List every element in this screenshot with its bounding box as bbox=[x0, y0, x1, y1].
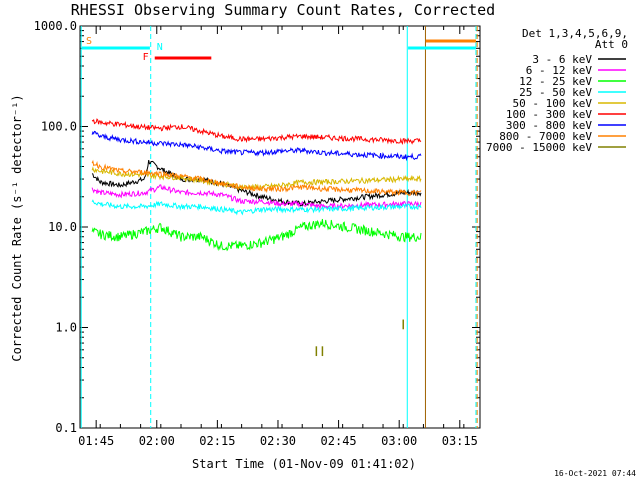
legend-entry: 3 - 6 keV bbox=[532, 53, 592, 66]
x-tick-label: 01:45 bbox=[78, 434, 114, 448]
legend-entry: 25 - 50 keV bbox=[519, 86, 592, 99]
x-tick-label: 02:45 bbox=[321, 434, 357, 448]
y-tick-label: 1.0 bbox=[55, 321, 77, 335]
legend-entry: 800 - 7000 keV bbox=[499, 130, 592, 143]
x-tick-label: 02:15 bbox=[199, 434, 235, 448]
series-line bbox=[91, 184, 422, 211]
chart-title: RHESSI Observing Summary Count Rates, Co… bbox=[71, 1, 495, 19]
legend-entry: 12 - 25 keV bbox=[519, 75, 592, 88]
legend-entry: 6 - 12 keV bbox=[526, 64, 593, 77]
legend-entry: 100 - 300 keV bbox=[506, 108, 592, 121]
x-tick-label: 02:00 bbox=[139, 434, 175, 448]
footer-timestamp: 16-Oct-2021 07:44 bbox=[554, 469, 636, 478]
series-line bbox=[91, 118, 422, 145]
flag-label: N bbox=[157, 42, 163, 53]
legend-header: Att 0 bbox=[595, 38, 628, 51]
x-axis-label: Start Time (01-Nov-09 01:41:02) bbox=[192, 457, 416, 471]
legend-entry: 7000 - 15000 keV bbox=[486, 141, 592, 154]
plot-area: 0.1 1.0 10.0 100.0 1000.0 01:45 02:00 02:15 02:3… bbox=[34, 19, 481, 448]
y-tick-label: 0.1 bbox=[55, 421, 77, 435]
series-line bbox=[91, 130, 422, 162]
legend-header: Det 1,3,4,5,6,9, bbox=[522, 27, 628, 40]
y-tick-label: 10.0 bbox=[48, 220, 77, 234]
flag-label: S bbox=[86, 36, 92, 47]
series-line bbox=[91, 159, 422, 207]
flag-label: F bbox=[143, 52, 149, 63]
series-line bbox=[91, 159, 422, 197]
plot-frame bbox=[79, 25, 481, 429]
series-line bbox=[91, 199, 422, 216]
x-tick-label: 03:00 bbox=[381, 434, 417, 448]
series-line bbox=[91, 218, 422, 252]
y-tick-label: 100.0 bbox=[41, 120, 77, 134]
legend-entry: 50 - 100 keV bbox=[513, 97, 593, 110]
y-axis-label: Corrected Count Rate (s⁻¹ detector⁻¹) bbox=[10, 94, 24, 361]
legend-entry: 300 - 800 keV bbox=[506, 119, 592, 132]
x-tick-label: 02:30 bbox=[260, 434, 296, 448]
y-tick-label: 1000.0 bbox=[34, 19, 77, 33]
x-tick-label: 03:15 bbox=[442, 434, 478, 448]
